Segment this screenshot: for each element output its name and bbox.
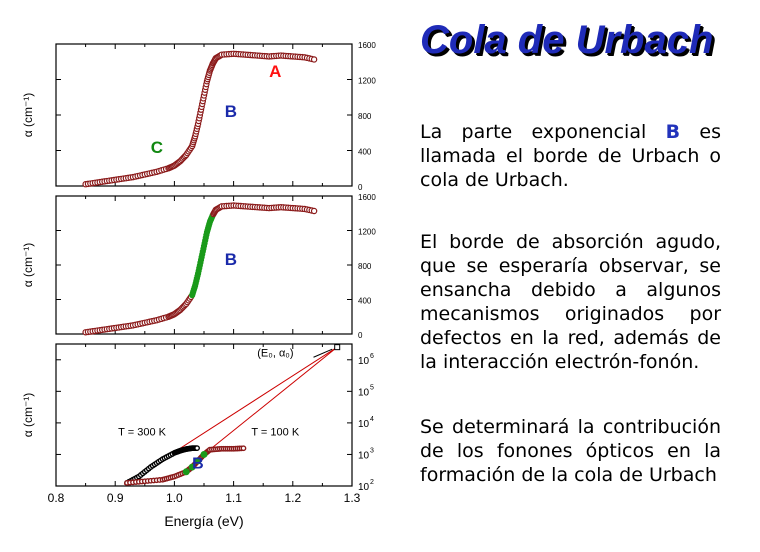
plot-frame — [55, 43, 353, 187]
region-label-a: A — [269, 62, 281, 81]
y-tick-label: 10 — [358, 419, 370, 430]
y-tick-label: 0 — [358, 331, 363, 340]
y-tick-exponent: 2 — [370, 479, 374, 486]
paragraph-1-letter: B — [665, 121, 681, 143]
urbach-region-point — [200, 450, 208, 458]
annotation-label: T = 100 K — [251, 427, 299, 439]
y-tick-label: 1200 — [358, 77, 376, 86]
region-label-b: B — [192, 456, 204, 473]
urbach-region-point — [182, 468, 190, 476]
y-axis-label: α (cm⁻¹) — [21, 243, 35, 288]
y-tick-label: 1200 — [358, 228, 376, 237]
x-tick-label: 1.0 — [166, 491, 183, 505]
origin-point — [334, 344, 341, 351]
y-tick-label: 400 — [358, 297, 372, 306]
paragraph-phonon-contribution: Se determinará la contribución de los fo… — [420, 416, 721, 486]
y-tick-label: 1600 — [358, 193, 376, 202]
x-tick-label: 1.1 — [225, 491, 242, 505]
paragraph-absorption-edge: El borde de absorción agudo, que se espe… — [420, 231, 721, 373]
x-tick-label: 0.9 — [107, 491, 124, 505]
absorption-figure: 0 400 800 1200 1600 α (cm⁻¹) A B C 0 400 800 1200 160… — [21, 41, 376, 529]
annotation-label: T = 300 K — [118, 427, 166, 439]
paragraph-urbach-definition: La parte exponencial B es llamada el bor… — [420, 120, 721, 192]
y-tick-label: 800 — [358, 262, 372, 271]
y-axis-label: α (cm⁻¹) — [21, 393, 35, 438]
x-tick-label: 1.3 — [344, 491, 361, 505]
y-tick-label: 400 — [358, 148, 372, 157]
y-tick-exponent: 3 — [370, 447, 374, 454]
y-tick-label: 0 — [358, 183, 363, 192]
y-axis-label: α (cm⁻¹) — [21, 93, 35, 138]
slide-title: Cola de Urbach — [420, 18, 714, 62]
data-point — [310, 207, 318, 215]
y-tick-label: 10 — [358, 482, 370, 493]
origin-arrow — [313, 348, 333, 358]
y-tick-exponent: 5 — [370, 384, 374, 391]
y-tick-label: 10 — [358, 450, 370, 461]
paragraph-1-post: es llamada el borde de Urbach o cola de … — [420, 121, 722, 191]
y-tick-exponent: 4 — [370, 416, 374, 423]
series-300k-point — [194, 445, 200, 452]
y-tick-label: 800 — [358, 112, 372, 121]
plot-frame — [55, 195, 353, 335]
paragraph-1-pre: La parte exponencial — [420, 121, 647, 143]
data-point — [310, 56, 318, 63]
y-tick-label: 1600 — [358, 41, 376, 50]
y-tick-exponent: 6 — [370, 353, 374, 360]
region-label-b: B — [225, 250, 237, 269]
x-tick-label: 1.2 — [284, 491, 301, 505]
annotation-label: (E₀, α₀) — [257, 348, 293, 360]
region-label-b: B — [225, 102, 237, 121]
y-tick-label: 10 — [358, 356, 370, 367]
x-tick-label: 0.8 — [48, 491, 65, 505]
urbach-region-point — [188, 463, 196, 471]
region-label-c: C — [151, 138, 163, 157]
x-axis-label: Energía (eV) — [164, 513, 243, 529]
urbach-region-point — [194, 457, 202, 465]
series-100k-point — [240, 445, 247, 452]
y-tick-label: 10 — [358, 387, 370, 398]
plot-frame — [55, 343, 353, 487]
